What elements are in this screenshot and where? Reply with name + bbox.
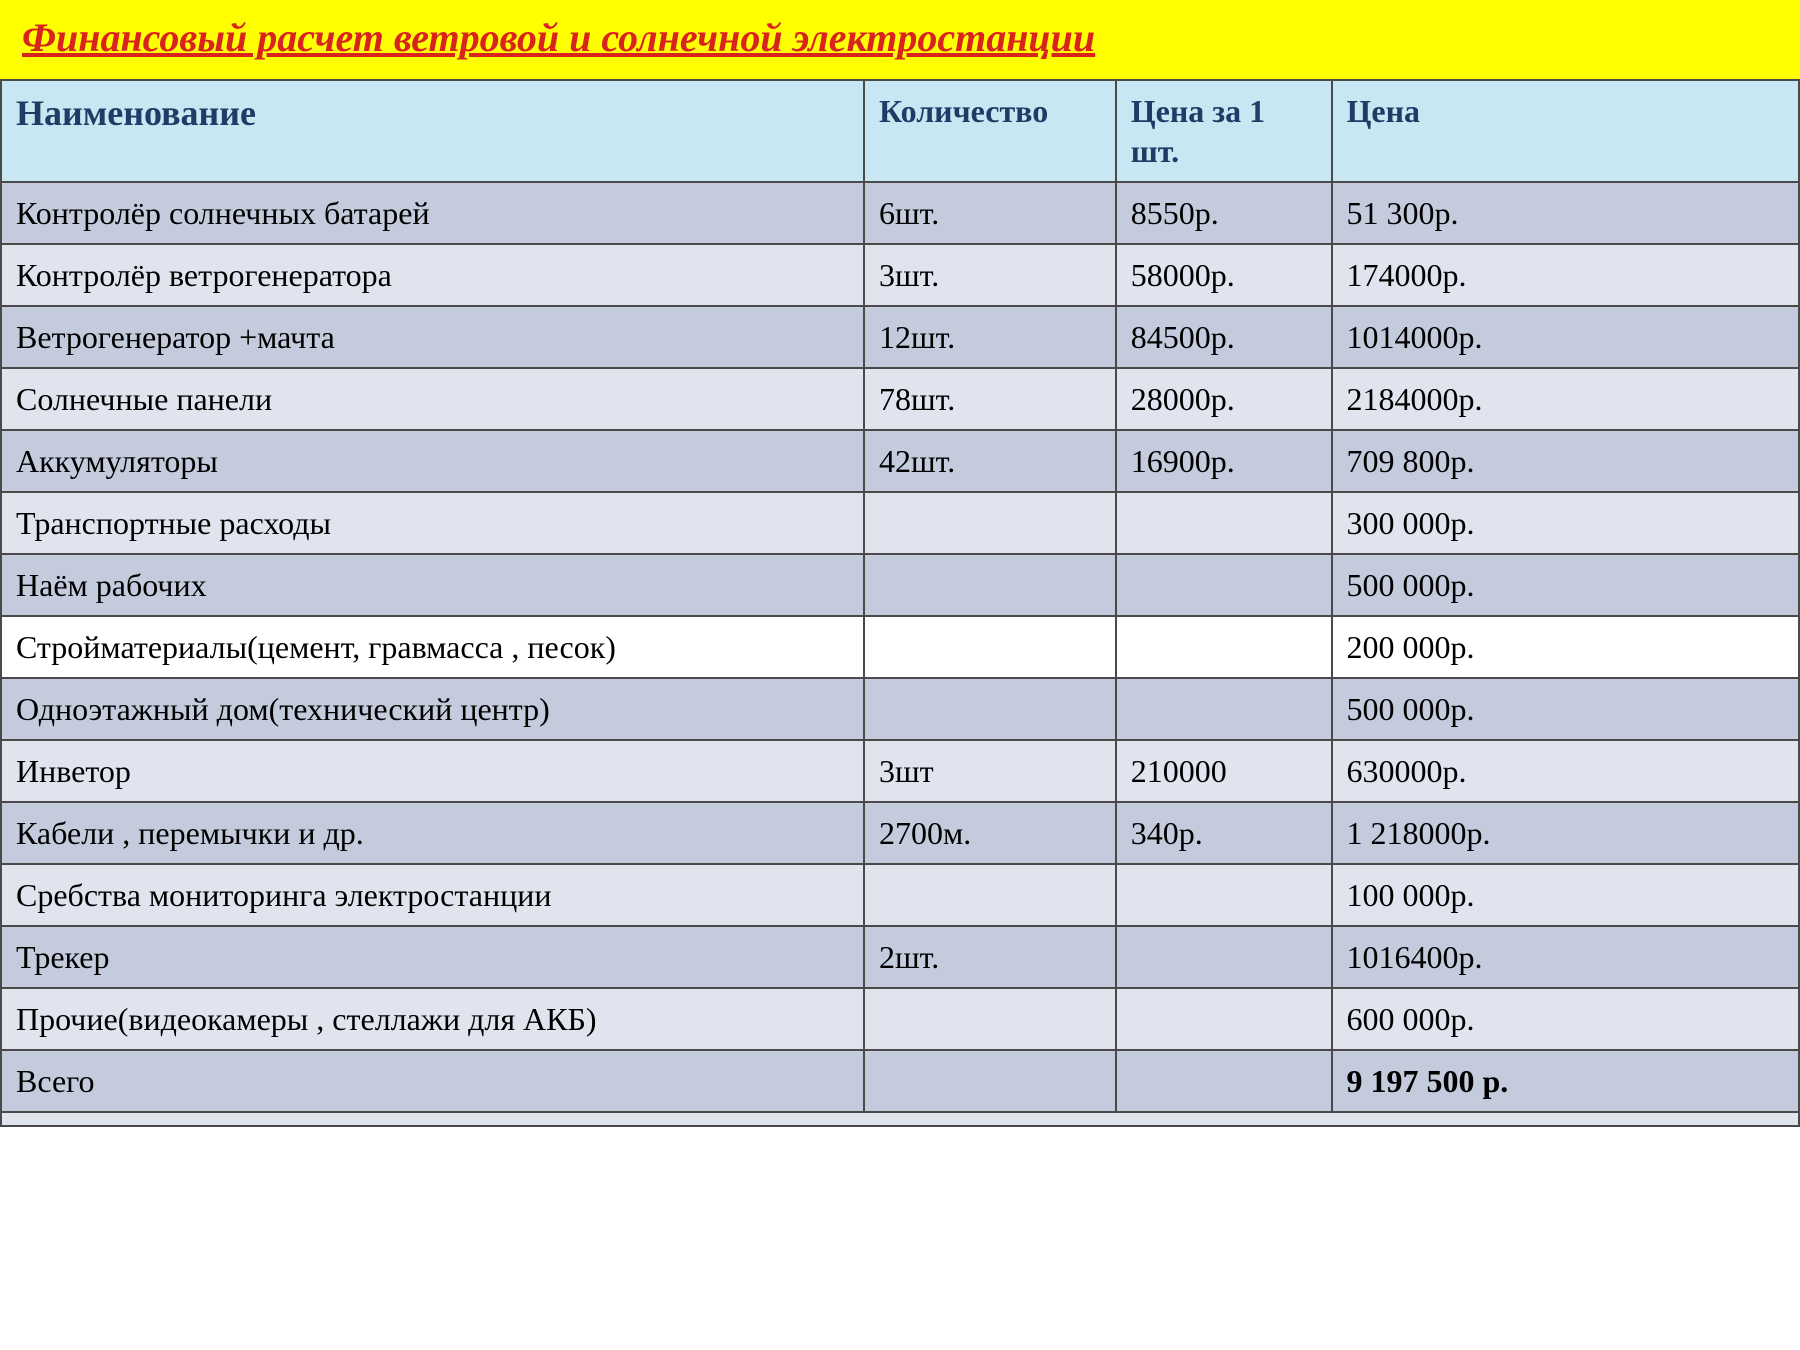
cell-price: 200 000р. <box>1332 616 1800 678</box>
cell-price: 709 800р. <box>1332 430 1800 492</box>
table-row: Кабели , перемычки и др.2700м.340р.1 218… <box>1 802 1799 864</box>
table-row: Контролёр ветрогенератора3шт.58000р.1740… <box>1 244 1799 306</box>
cell-price: 500 000р. <box>1332 554 1800 616</box>
table-row: Сребства мониторинга электростанции 100 0… <box>1 864 1799 926</box>
table-row: Трекер2шт. 1016400р. <box>1 926 1799 988</box>
cell-name: Транспортные расходы <box>1 492 864 554</box>
cell-name: Контролёр солнечных батарей <box>1 182 864 244</box>
table-footer-strip <box>1 1112 1799 1126</box>
cell-qty <box>864 492 1116 554</box>
table-row: Ветрогенератор +мачта12шт.84500р.1014000… <box>1 306 1799 368</box>
cell-unit <box>1116 678 1332 740</box>
cell-name: Инветор <box>1 740 864 802</box>
cell-qty: 3шт. <box>864 244 1116 306</box>
total-label: Всего <box>1 1050 864 1112</box>
cell-name: Стройматериалы(цемент, гравмасса , песок… <box>1 616 864 678</box>
cell-qty: 12шт. <box>864 306 1116 368</box>
cell-qty <box>864 678 1116 740</box>
cell-name: Трекер <box>1 926 864 988</box>
page-title: Финансовый расчет ветровой и солнечной э… <box>22 14 1778 61</box>
table-row: Инветор3шт210000630000р. <box>1 740 1799 802</box>
cell-qty <box>864 616 1116 678</box>
col-header-name: Наименование <box>1 80 864 182</box>
cost-table: Наименование Количество Цена за 1 шт. Це… <box>0 79 1800 1127</box>
cell-price: 300 000р. <box>1332 492 1800 554</box>
title-bar: Финансовый расчет ветровой и солнечной э… <box>0 0 1800 79</box>
col-header-unit: Цена за 1 шт. <box>1116 80 1332 182</box>
cell-price: 1014000р. <box>1332 306 1800 368</box>
col-header-qty: Количество <box>864 80 1116 182</box>
cell-name: Прочие(видеокамеры , стеллажи для АКБ) <box>1 988 864 1050</box>
cell-unit <box>1116 988 1332 1050</box>
cell-price: 1016400р. <box>1332 926 1800 988</box>
col-header-price: Цена <box>1332 80 1800 182</box>
cell-unit <box>1116 864 1332 926</box>
cell-unit: 58000р. <box>1116 244 1332 306</box>
cell-name: Ветрогенератор +мачта <box>1 306 864 368</box>
cell-qty: 2шт. <box>864 926 1116 988</box>
cell-price: 174000р. <box>1332 244 1800 306</box>
table-row: Прочие(видеокамеры , стеллажи для АКБ) 60… <box>1 988 1799 1050</box>
cell-price: 51 300р. <box>1332 182 1800 244</box>
table-body: Контролёр солнечных батарей 6шт.8550р.51… <box>1 182 1799 1126</box>
table-row: Аккумуляторы42шт.16900р.709 800р. <box>1 430 1799 492</box>
cell-qty: 42шт. <box>864 430 1116 492</box>
cell-name: Сребства мониторинга электростанции <box>1 864 864 926</box>
cell-name: Солнечные панели <box>1 368 864 430</box>
cell-price: 2184000р. <box>1332 368 1800 430</box>
cell-unit: 210000 <box>1116 740 1332 802</box>
cell-unit: 8550р. <box>1116 182 1332 244</box>
cell-qty: 3шт <box>864 740 1116 802</box>
cell-price: 600 000р. <box>1332 988 1800 1050</box>
cell-unit <box>1116 616 1332 678</box>
table-row: Наём рабочих 500 000р. <box>1 554 1799 616</box>
cell-qty: 6шт. <box>864 182 1116 244</box>
cell-unit: 28000р. <box>1116 368 1332 430</box>
table-header: Наименование Количество Цена за 1 шт. Це… <box>1 80 1799 182</box>
cell-qty <box>864 864 1116 926</box>
total-empty <box>1116 1050 1332 1112</box>
cell-unit: 340р. <box>1116 802 1332 864</box>
cell-unit <box>1116 554 1332 616</box>
table-row: Солнечные панели78шт.28000р.2184000р. <box>1 368 1799 430</box>
cell-name: Аккумуляторы <box>1 430 864 492</box>
cell-unit <box>1116 926 1332 988</box>
cell-qty: 78шт. <box>864 368 1116 430</box>
total-value: 9 197 500 р. <box>1332 1050 1800 1112</box>
table-row: Контролёр солнечных батарей 6шт.8550р.51… <box>1 182 1799 244</box>
cell-qty <box>864 554 1116 616</box>
table-total-row: Всего 9 197 500 р. <box>1 1050 1799 1112</box>
cell-price: 500 000р. <box>1332 678 1800 740</box>
total-empty <box>864 1050 1116 1112</box>
cell-qty: 2700м. <box>864 802 1116 864</box>
footer-strip-cell <box>1 1112 1799 1126</box>
cell-unit: 16900р. <box>1116 430 1332 492</box>
cell-name: Контролёр ветрогенератора <box>1 244 864 306</box>
cell-price: 630000р. <box>1332 740 1800 802</box>
cell-price: 100 000р. <box>1332 864 1800 926</box>
table-row: Транспортные расходы 300 000р. <box>1 492 1799 554</box>
cell-price: 1 218000р. <box>1332 802 1800 864</box>
cell-unit: 84500р. <box>1116 306 1332 368</box>
cell-name: Наём рабочих <box>1 554 864 616</box>
table-row: Стройматериалы(цемент, гравмасса , песок… <box>1 616 1799 678</box>
cell-qty <box>864 988 1116 1050</box>
cell-name: Кабели , перемычки и др. <box>1 802 864 864</box>
cell-name: Одноэтажный дом(технический центр) <box>1 678 864 740</box>
table-row: Одноэтажный дом(технический центр) 500 00… <box>1 678 1799 740</box>
cell-unit <box>1116 492 1332 554</box>
